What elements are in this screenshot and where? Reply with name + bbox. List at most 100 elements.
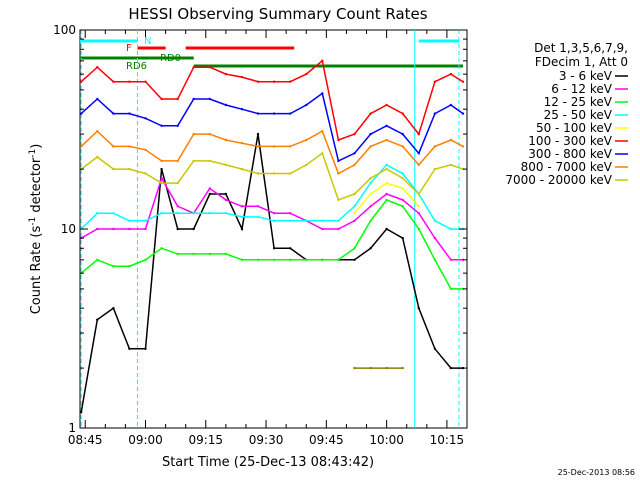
- data-point-5-16: [337, 138, 340, 142]
- data-point-3-14: [305, 219, 308, 222]
- legend-header-2: FDecim 1, Att 0: [535, 55, 628, 69]
- data-point-5-11: [256, 80, 260, 83]
- data-point-7-5: [160, 159, 163, 163]
- data-point-3-8: [208, 212, 211, 215]
- data-point-5-13: [289, 80, 292, 83]
- data-point-1-5: [160, 177, 163, 180]
- data-point-6-4: [144, 117, 147, 120]
- data-point-6-6: [176, 124, 179, 128]
- data-point-0-21: [417, 307, 420, 310]
- data-point-6-1: [96, 97, 99, 101]
- data-point-8-20: [401, 177, 404, 180]
- data-point-2-21: [417, 227, 420, 231]
- data-point-2-2: [112, 265, 115, 268]
- data-point-6-17: [353, 152, 356, 155]
- data-point-7-10: [240, 142, 244, 145]
- data-point-6-11: [256, 112, 260, 115]
- data-point-0-0: [80, 411, 83, 414]
- annotation-n: N: [144, 36, 151, 47]
- data-point-0-3: [128, 347, 131, 350]
- data-point-2-13: [289, 258, 292, 261]
- data-point-8-22: [433, 167, 437, 171]
- data-point-5-7: [192, 66, 195, 69]
- x-tick-label-2: 09:15: [188, 433, 223, 447]
- data-point-1-18: [369, 205, 372, 208]
- data-point-0-9: [224, 192, 228, 196]
- data-point-6-20: [401, 132, 404, 136]
- data-point-6-2: [112, 112, 115, 115]
- data-point-5-8: [208, 66, 211, 69]
- axes: 08:45 09:00 09:15 09:30 09:45 10:00 10:15 1 10 10…: [53, 23, 468, 447]
- data-point-1-10: [240, 205, 244, 208]
- data-point-7-17: [353, 163, 356, 167]
- data-point-7-1: [96, 130, 99, 133]
- data-point-3-11: [256, 215, 260, 219]
- series-line-5-0: [80, 59, 464, 142]
- data-point-3-2: [112, 212, 115, 215]
- data-point-7-15: [321, 130, 324, 133]
- data-point-8-23: [449, 163, 453, 167]
- series-line-2-0: [80, 198, 463, 290]
- data-point-8-19: [385, 167, 388, 171]
- series-line-0-0: [80, 133, 463, 413]
- data-point-7-6: [176, 159, 179, 163]
- data-point-3-22: [433, 219, 437, 222]
- data-point-3-7: [192, 212, 195, 215]
- legend-label-6: 300 - 800 keV: [528, 147, 612, 161]
- data-point-8-16: [337, 198, 340, 202]
- data-point-0-8: [208, 192, 211, 196]
- data-point-0-6: [176, 227, 179, 231]
- y-axis-label: Count Rate (s-1 detector-1): [28, 144, 44, 315]
- data-point-8-14: [305, 163, 308, 167]
- series-line-1-0: [80, 176, 463, 261]
- legend-label-1: 6 - 12 keV: [551, 82, 613, 96]
- data-point-7-4: [144, 148, 147, 151]
- data-point-1-21: [417, 212, 420, 215]
- data-point-5-1: [96, 66, 99, 69]
- data-point-6-19: [385, 124, 388, 128]
- data-point-2-6: [176, 252, 179, 256]
- data-point-1-1: [96, 227, 99, 231]
- series-line-3-0: [80, 163, 463, 230]
- data-point-3-18: [369, 181, 372, 185]
- data-point-6-23: [449, 103, 453, 107]
- data-point-3-10: [240, 215, 244, 219]
- data-point-6-9: [224, 103, 228, 107]
- data-point-1-13: [289, 212, 292, 215]
- y-tick-label-1: 10: [61, 222, 76, 236]
- data-point-7-8: [208, 132, 211, 136]
- data-point-6-15: [321, 92, 324, 95]
- data-point-7-11: [256, 145, 260, 148]
- data-point-8-11: [256, 172, 260, 175]
- data-point-2-8: [208, 252, 211, 256]
- data-point-2-17: [353, 247, 356, 250]
- data-point-1-8: [208, 187, 211, 190]
- annotation-rd0: RD0: [160, 53, 181, 64]
- data-point-2-4: [144, 258, 147, 261]
- data-point-7-0: [80, 145, 83, 148]
- timestamp: 25-Dec-2013 08:56: [558, 468, 635, 477]
- data-point-7-12: [272, 145, 276, 148]
- data-point-0-7: [192, 227, 195, 231]
- data-point-2-7: [192, 252, 195, 256]
- annotation-rd6: RD6: [126, 61, 147, 72]
- data-point-5-19: [385, 103, 388, 107]
- data-point-4-19: [385, 181, 388, 185]
- data-point-3-17: [353, 205, 356, 208]
- data-point-9-19: [385, 366, 388, 370]
- data-point-7-20: [401, 145, 404, 148]
- data-point-0-5: [160, 167, 163, 171]
- data-point-0-22: [433, 347, 437, 350]
- data-point-0-20: [401, 236, 404, 240]
- data-point-6-21: [417, 152, 420, 155]
- data-point-8-12: [272, 172, 276, 175]
- data-point-7-18: [369, 145, 372, 148]
- x-tick-label-1: 09:00: [128, 433, 163, 447]
- chart-title: HESSI Observing Summary Count Rates: [128, 5, 427, 23]
- x-tick-label-0: 08:45: [68, 433, 103, 447]
- legend-label-5: 100 - 300 keV: [528, 134, 612, 148]
- data-point-8-5: [160, 181, 163, 185]
- data-point-5-2: [112, 80, 115, 83]
- series-line-4-0: [353, 182, 420, 214]
- data-point-6-5: [160, 124, 163, 128]
